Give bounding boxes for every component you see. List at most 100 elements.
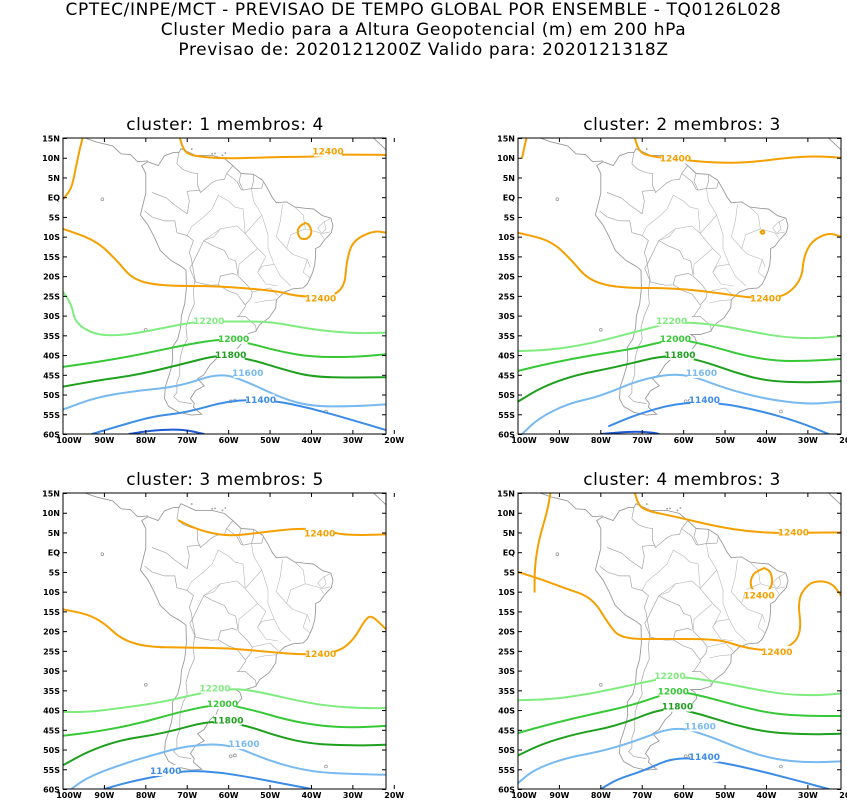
country-border	[681, 173, 719, 191]
lat-label: 40S	[43, 352, 60, 361]
panel-title: cluster: 2 membros: 3	[583, 115, 781, 135]
lat-label: 5S	[49, 568, 61, 577]
state-border	[257, 256, 279, 287]
state-border	[712, 619, 730, 628]
island	[683, 399, 688, 404]
map-area: 12400 12400 12200 12000 11800 11600 11400	[63, 138, 386, 434]
contour-label-bg	[663, 700, 692, 712]
state-border	[257, 611, 279, 642]
country-border	[631, 232, 649, 269]
lat-label: 20S	[43, 273, 60, 282]
contour-label: 12400	[305, 650, 336, 660]
island	[221, 509, 224, 512]
state-border	[757, 259, 766, 279]
island	[221, 154, 224, 157]
contour-11800	[63, 720, 386, 767]
lat-label: 40S	[43, 707, 60, 716]
contour-12400	[633, 493, 841, 535]
panel-title: cluster: 3 membros: 5	[126, 470, 324, 490]
state-border	[658, 225, 722, 257]
lat-label: 5N	[48, 174, 60, 183]
contour-label-bg	[687, 366, 716, 378]
lon-label: 70W	[177, 791, 197, 800]
lat-label: 5N	[48, 529, 60, 538]
island	[214, 507, 216, 510]
africa-coast	[827, 138, 841, 151]
lat-label: 15S	[498, 253, 515, 262]
lon-label: 40W	[301, 791, 321, 800]
state-border	[302, 259, 311, 279]
contour-12400	[518, 570, 841, 651]
state-border	[294, 206, 325, 239]
island	[190, 148, 193, 150]
lat-label: 30S	[43, 312, 60, 321]
island	[683, 754, 688, 759]
lon-label: 90W	[549, 436, 569, 445]
country-border	[176, 587, 194, 624]
lon-label: 60W	[219, 791, 239, 800]
country-border	[646, 264, 693, 286]
country-border	[646, 240, 694, 277]
lon-label: 40W	[301, 436, 321, 445]
contour-label-bg	[690, 394, 719, 406]
lat-label: 5S	[504, 568, 516, 577]
lat-label: 40S	[498, 352, 515, 361]
central-america-coast	[538, 493, 603, 518]
contour-label-bg	[233, 366, 262, 378]
country-border	[692, 275, 708, 293]
country-border	[236, 316, 257, 332]
country-border	[673, 639, 708, 661]
country-border	[641, 189, 656, 214]
map-area: 12400 12400 12200 12000 11800 11600 11400	[518, 138, 841, 434]
contour-label: 11800	[212, 716, 243, 726]
state-border	[772, 572, 787, 589]
country-border	[693, 173, 699, 191]
country-border	[151, 547, 188, 570]
island	[233, 753, 237, 758]
state-border	[699, 569, 718, 589]
contour-11600	[70, 743, 386, 789]
state-border	[228, 200, 246, 234]
contour-label-bg	[219, 332, 248, 344]
state-border	[251, 188, 292, 287]
contour-label: 11600	[686, 369, 717, 379]
lat-label: 45S	[43, 726, 60, 735]
state-border	[658, 228, 676, 241]
state-border	[776, 575, 782, 589]
lat-label: 20S	[498, 628, 515, 637]
state-border	[237, 603, 258, 632]
lat-label: 20S	[43, 628, 60, 637]
island	[599, 328, 603, 332]
country-border	[173, 268, 196, 404]
island	[100, 197, 105, 201]
contour-label: 11400	[150, 767, 181, 777]
state-border	[757, 614, 766, 634]
island	[666, 507, 668, 510]
contour-label: 12200	[199, 684, 230, 694]
island	[214, 152, 216, 155]
lon-label: 40W	[756, 436, 776, 445]
lat-label: 30S	[43, 667, 60, 676]
lat-label: EQ	[503, 549, 515, 558]
state-border	[244, 214, 263, 234]
lat-label: 10N	[497, 154, 515, 163]
header-line-3: Previsao de: 2020121200Z Valido para: 20…	[178, 40, 669, 60]
contour-label-bg	[661, 152, 690, 164]
country-border	[226, 173, 264, 191]
state-border	[658, 583, 676, 596]
country-border	[631, 587, 649, 624]
contour-label: 12400	[761, 648, 792, 658]
contour-label: 12200	[654, 672, 685, 682]
country-border	[646, 595, 694, 632]
contour-11400	[608, 401, 830, 434]
map-area: 12400 12400 12400 12200 12000 11800 11600 11400	[518, 493, 841, 789]
lat-label: 5S	[504, 213, 516, 222]
contour-label-bg	[661, 332, 690, 344]
state-border	[186, 194, 229, 236]
lat-label: EQ	[503, 194, 515, 203]
lat-label: 25S	[43, 292, 60, 301]
contour-label-bg	[745, 589, 774, 601]
island	[555, 197, 560, 201]
contour-12000	[518, 691, 841, 734]
africa-coast	[372, 138, 386, 151]
